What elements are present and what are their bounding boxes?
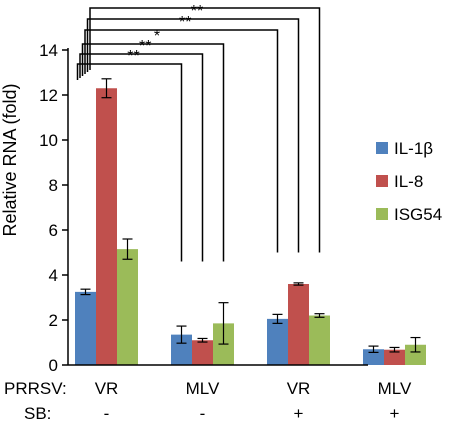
significance-bracket: [84, 29, 279, 253]
significance-label: **: [191, 3, 203, 20]
legend-label: IL-1β: [394, 139, 433, 158]
x-category-labels: PRRSV: SB: VR - MLV - VR + MLV +: [4, 379, 412, 423]
axes: 0 2 4 6 8 10 12 14: [39, 41, 368, 375]
bar: [405, 344, 426, 365]
significance-label: **: [203, 0, 215, 9]
significance-label: **: [139, 38, 151, 55]
significance-bracket: [79, 53, 204, 262]
bar: [363, 349, 384, 365]
sb-category-label: -: [104, 404, 110, 423]
x-category-label: MLV: [378, 379, 412, 398]
sb-row-label: SB:: [24, 404, 51, 423]
significance-bracket: [86, 18, 300, 253]
bar: [384, 349, 405, 365]
prrsv-row-label: PRRSV:: [4, 379, 67, 398]
significance-bracket: [76, 63, 183, 262]
significance-label: **: [179, 14, 191, 31]
y-tick-label: 12: [39, 86, 58, 105]
significance-brackets: ***********: [76, 0, 321, 262]
y-tick-label: 4: [49, 266, 58, 285]
legend-label: ISG54: [394, 205, 442, 224]
y-axis-label: Relative RNA (fold): [0, 83, 20, 236]
bar: [192, 340, 213, 365]
x-category-label: VR: [95, 379, 119, 398]
x-category-label: VR: [287, 379, 311, 398]
significance-label: **: [127, 48, 139, 65]
y-tick-label: 6: [49, 221, 58, 240]
sb-category-label: -: [200, 404, 206, 423]
significance-label: *: [154, 28, 160, 45]
x-category-label: MLV: [186, 379, 220, 398]
bars: [75, 78, 426, 365]
bar: [171, 334, 192, 365]
y-tick-label: 0: [49, 356, 58, 375]
y-tick-label: 14: [39, 41, 58, 60]
legend: IL-1β IL-8 ISG54: [376, 139, 442, 224]
y-tick-label: 8: [49, 176, 58, 195]
y-tick-label: 10: [39, 131, 58, 150]
y-tick-label: 2: [49, 311, 58, 330]
bar: [96, 88, 117, 365]
legend-swatch: [376, 142, 388, 154]
sb-category-label: +: [390, 404, 400, 423]
legend-swatch: [376, 208, 388, 220]
bar: [267, 318, 288, 365]
bar: [309, 315, 330, 365]
significance-bracket: [89, 7, 321, 253]
bar: [75, 291, 96, 365]
legend-swatch: [376, 175, 388, 187]
legend-label: IL-8: [394, 172, 423, 191]
significance-bracket: [81, 43, 225, 262]
sb-category-label: +: [294, 404, 304, 423]
bar: [117, 249, 138, 365]
bar: [288, 284, 309, 365]
